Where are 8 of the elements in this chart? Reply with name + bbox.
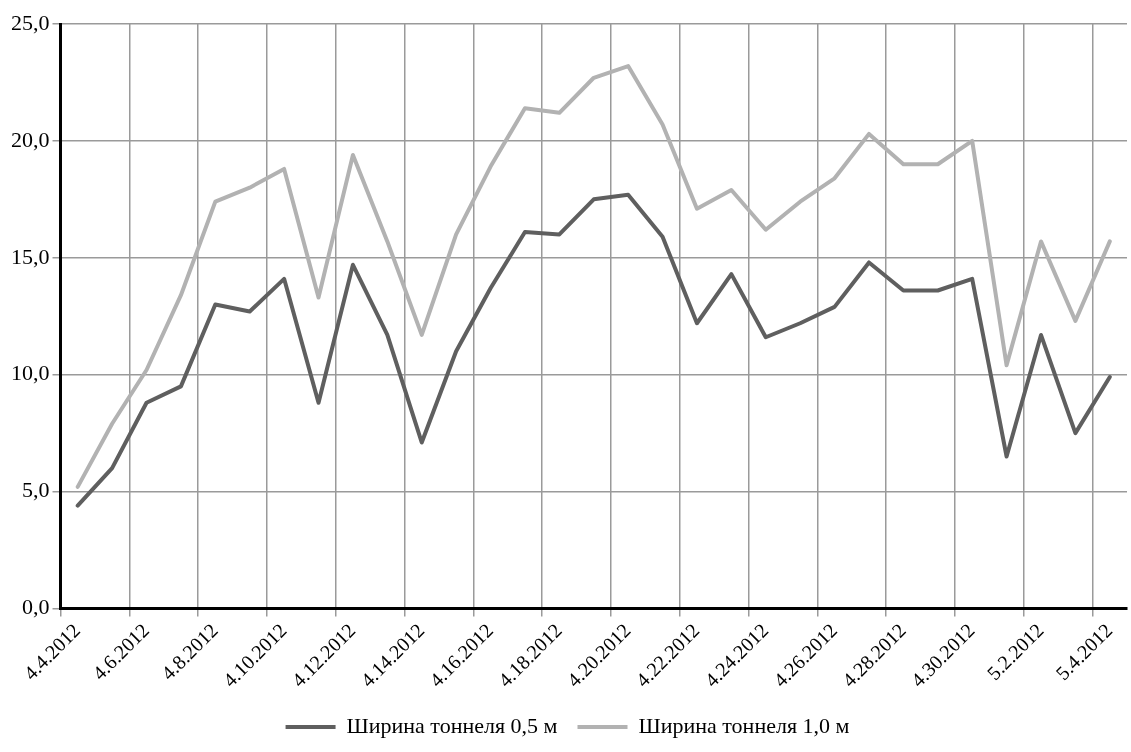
legend-label: Ширина тоннеля 0,5 м (346, 712, 558, 738)
y-tick-label: 15,0 (11, 243, 50, 269)
y-tick-label: 0,0 (22, 594, 50, 620)
y-tick-label: 20,0 (11, 126, 50, 152)
y-tick-label: 5,0 (22, 477, 50, 503)
y-tick-label: 10,0 (11, 360, 50, 386)
legend-label: Ширина тоннеля 1,0 м (638, 712, 850, 738)
y-tick-label: 25,0 (11, 9, 50, 35)
